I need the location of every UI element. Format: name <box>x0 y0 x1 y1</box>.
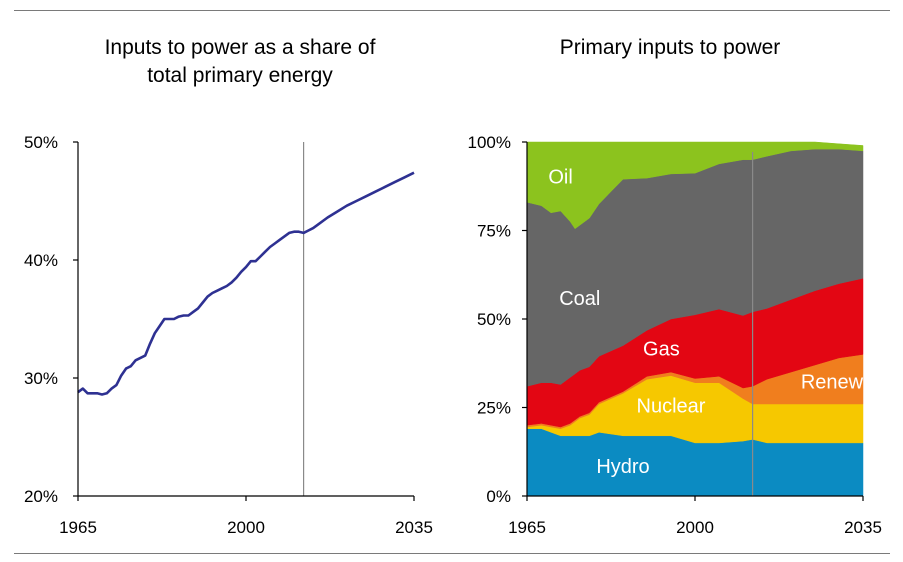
x-tick-label: 2000 <box>227 518 265 537</box>
area-oil <box>526 141 864 230</box>
right-chart-title: Primary inputs to power <box>470 34 870 62</box>
y-tick-label: 50% <box>24 133 58 152</box>
top-rule <box>14 10 890 11</box>
x-tick-label: 1965 <box>59 518 97 537</box>
y-tick-label: 40% <box>24 251 58 270</box>
y-tick-label: 50% <box>477 310 511 329</box>
area-label-renew: Renew. <box>801 372 868 394</box>
left-chart-title-line-2: total primary energy <box>147 64 333 87</box>
bottom-rule <box>14 553 890 554</box>
series-line <box>77 171 415 396</box>
x-tick-label: 2035 <box>844 518 882 537</box>
y-tick-label: 20% <box>24 487 58 506</box>
area-label-oil: Oil <box>548 167 572 189</box>
area-label-gas: Gas <box>643 339 680 361</box>
area-label-coal: Coal <box>559 288 600 310</box>
y-tick-label: 0% <box>486 487 511 506</box>
x-tick-label: 2000 <box>676 518 714 537</box>
area-label-hydro: Hydro <box>596 456 649 478</box>
x-tick-label: 1965 <box>508 518 546 537</box>
y-tick-label: 25% <box>477 399 511 418</box>
left-chart-title: Inputs to power as a share of total prim… <box>40 34 440 90</box>
y-tick-label: 30% <box>24 369 58 388</box>
left-chart-title-line-1: Inputs to power as a share of <box>104 36 376 59</box>
y-tick-label: 75% <box>477 222 511 241</box>
area-label-nuclear: Nuclear <box>637 396 706 418</box>
right-chart-title-line-1: Primary inputs to power <box>559 36 781 59</box>
y-tick-label: 100% <box>468 133 511 152</box>
x-tick-label: 2035 <box>395 518 433 537</box>
